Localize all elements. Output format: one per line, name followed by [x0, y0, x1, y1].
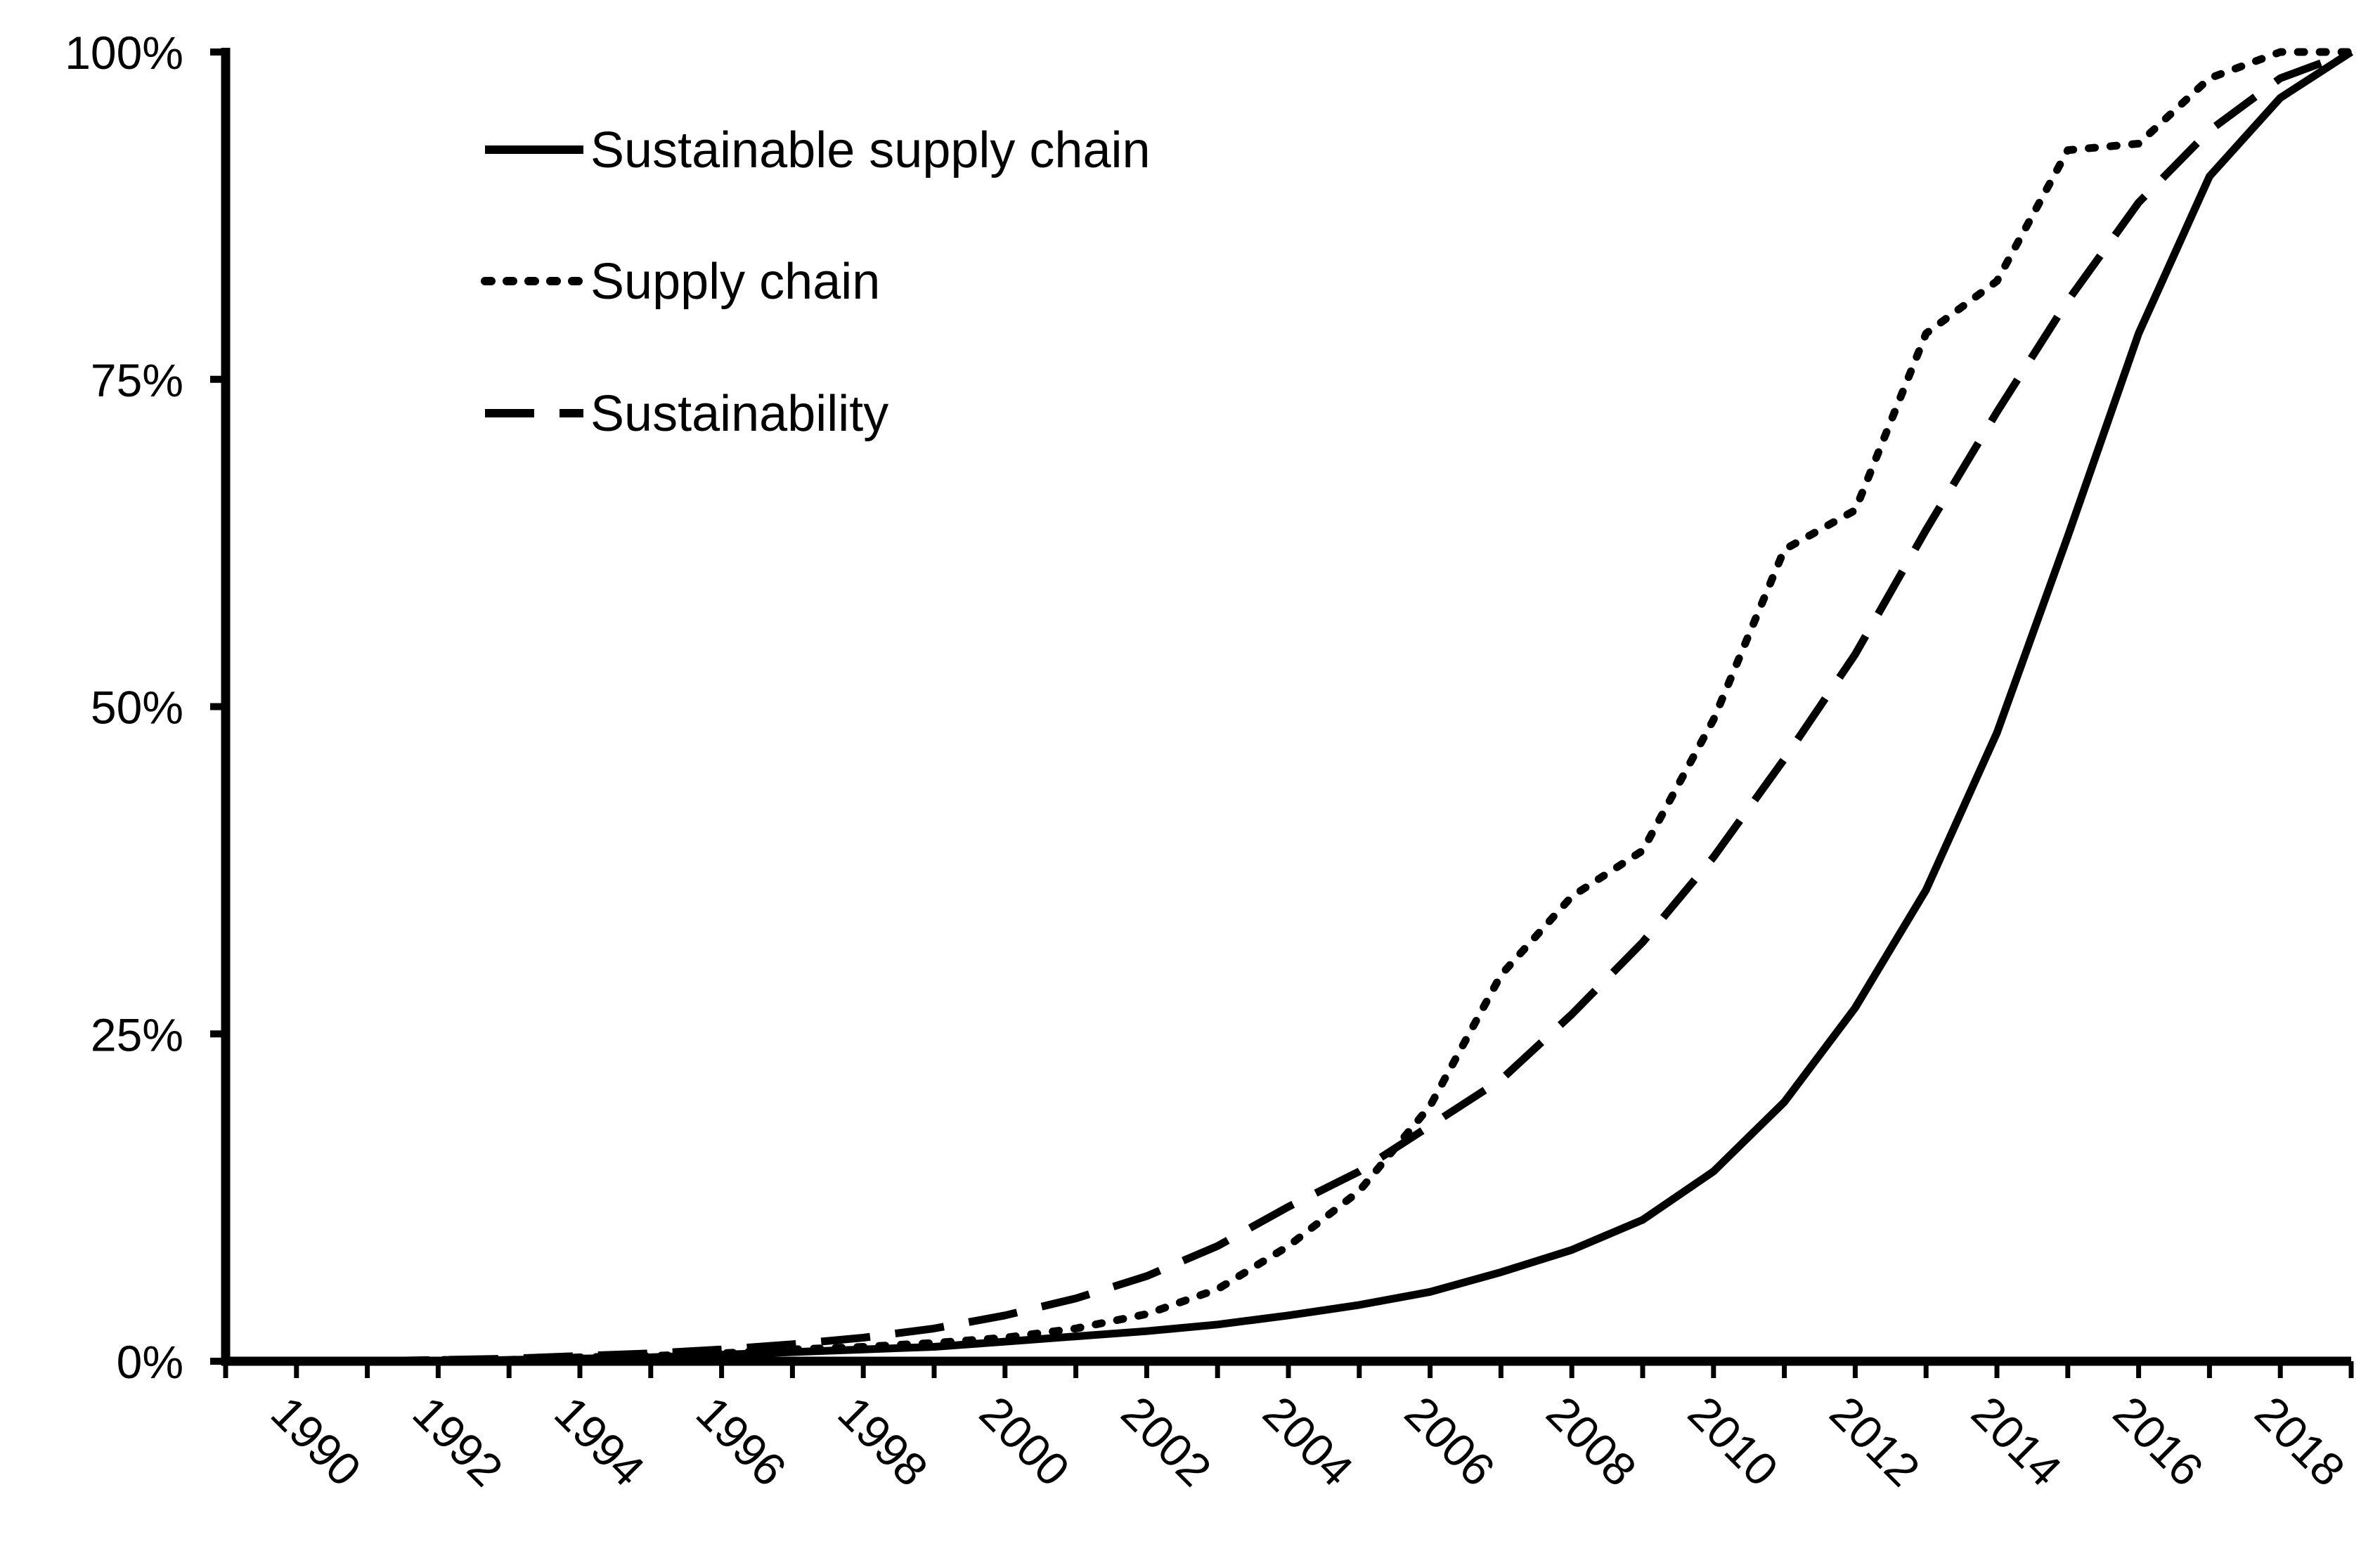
- x-tick-label: 2014: [1962, 1387, 2071, 1496]
- legend: Sustainable supply chain Supply chain Sust…: [481, 122, 1151, 442]
- x-tick-label: 2006: [1395, 1387, 1505, 1496]
- x-tick-label: 1990: [261, 1387, 371, 1496]
- series-line-sustainability: [226, 48, 2353, 1365]
- x-tick-label: 1998: [828, 1387, 938, 1496]
- axes: [221, 48, 2351, 1366]
- series-lines: [221, 48, 2355, 1365]
- x-tick-label: 2010: [1679, 1387, 1788, 1496]
- x-tick-label: 1992: [403, 1387, 513, 1496]
- x-tick-label: 1996: [687, 1387, 796, 1496]
- legend-label: Supply chain: [590, 254, 880, 310]
- x-tick-label: 2002: [1112, 1387, 1222, 1496]
- y-tick-label: 25%: [91, 1008, 183, 1060]
- y-tick-label: 100%: [65, 27, 183, 79]
- y-tick-label: 75%: [91, 354, 183, 406]
- series-line-supply-chain: [221, 48, 2355, 1365]
- y-tick-label: 0%: [117, 1336, 183, 1388]
- x-tick-label: 2000: [970, 1387, 1080, 1496]
- x-tick-label: 2008: [1537, 1387, 1646, 1496]
- series-line-sustainable-supply-chain: [226, 48, 2353, 1365]
- legend-label: Sustainable supply chain: [590, 122, 1151, 178]
- x-axis-ticks: 1990 1992 1994 1996 1998 2000 2002 2004 2006 2008…: [223, 1361, 2355, 1496]
- x-tick-label: 2016: [2104, 1387, 2213, 1496]
- x-tick-label: 2012: [1820, 1387, 1930, 1496]
- y-tick-label: 50%: [91, 682, 183, 734]
- x-tick-label: 1994: [545, 1387, 654, 1496]
- x-tick-label: 2004: [1253, 1387, 1363, 1496]
- legend-label: Sustainability: [590, 386, 888, 442]
- x-tick-label: 2018: [2245, 1387, 2355, 1496]
- y-axis-ticks: 0% 25% 50% 75% 100%: [65, 27, 226, 1388]
